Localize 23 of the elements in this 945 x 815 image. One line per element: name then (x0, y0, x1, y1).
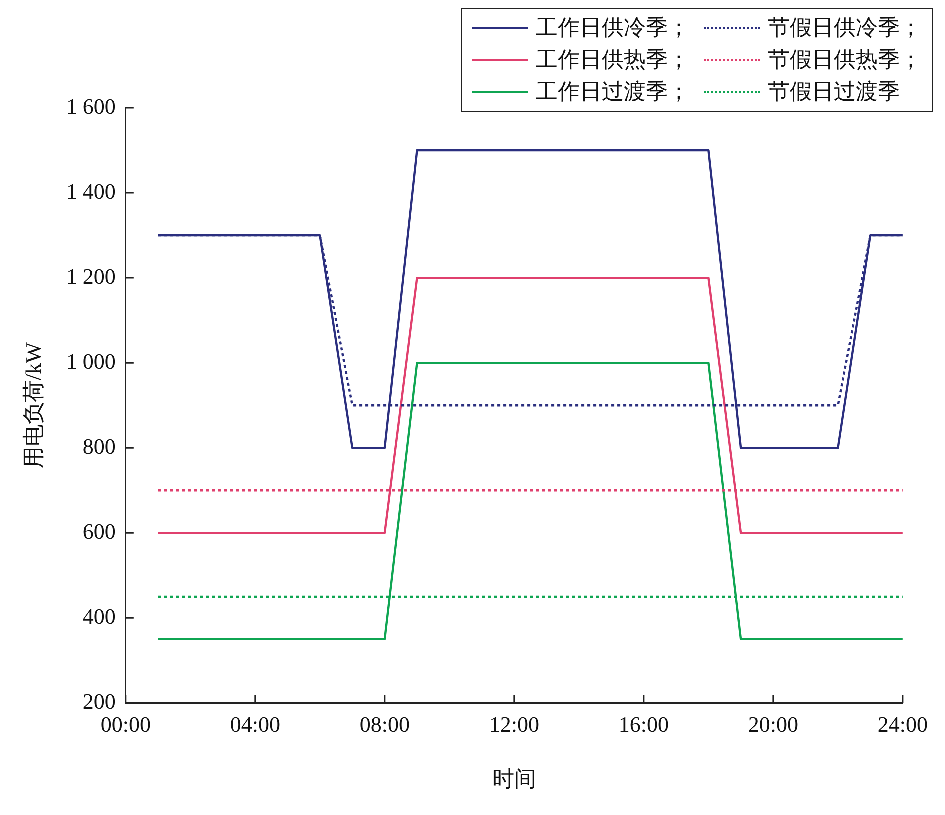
y-tick-label: 1 600 (66, 94, 116, 119)
x-tick-label: 00:00 (100, 712, 151, 738)
legend-label: 节假日供冷季； (768, 14, 922, 42)
y-axis-title: 用电负荷/kW (20, 342, 46, 469)
x-tick-label: 08:00 (360, 712, 410, 738)
x-tick-label: 12:00 (489, 712, 540, 738)
y-tick-label: 1 000 (66, 348, 116, 374)
legend-label: 工作日供热季； (536, 46, 690, 74)
x-tick-label: 16:00 (618, 712, 669, 738)
legend-label: 节假日供热季； (768, 46, 922, 74)
y-tick-label: 400 (82, 604, 116, 629)
x-tick-label: 24:00 (878, 712, 928, 738)
y-tick-label: 1 400 (66, 178, 116, 204)
legend-label: 工作日供冷季； (536, 14, 690, 42)
x-tick-label: 04:00 (230, 712, 280, 738)
y-tick-label: 600 (82, 518, 116, 544)
legend-label: 节假日过渡季 (768, 78, 900, 106)
legend-label: 工作日过渡季； (536, 78, 690, 106)
y-tick-label: 200 (82, 688, 116, 714)
y-tick-label: 1 200 (66, 264, 116, 289)
y-tick-label: 800 (82, 434, 116, 459)
x-tick-label: 20:00 (748, 712, 798, 738)
x-axis-title: 时间 (492, 766, 536, 792)
